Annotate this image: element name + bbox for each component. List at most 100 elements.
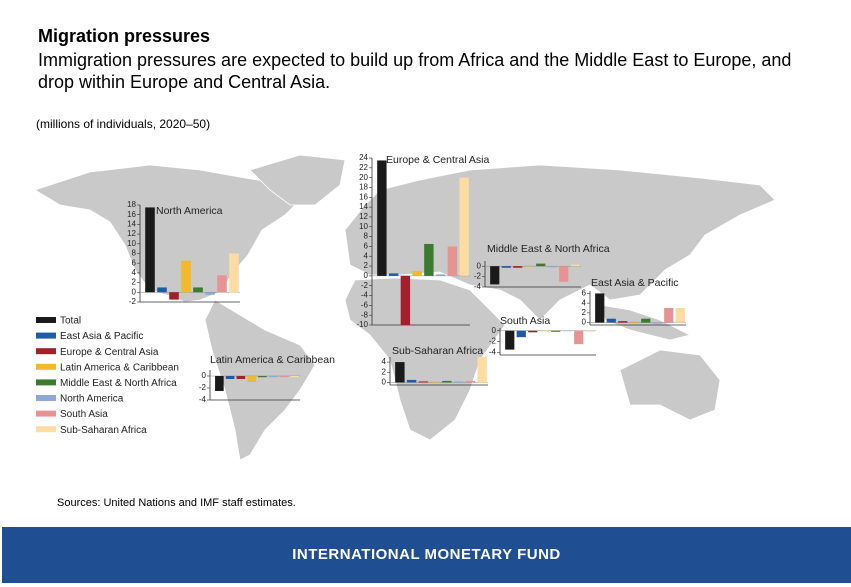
legend-label: Sub-Saharan Africa (60, 425, 147, 436)
bar (524, 265, 534, 267)
map-chart: Total East Asia & Pacific Europe & Central… (34, 153, 776, 461)
legend-label: South Asia (60, 409, 108, 420)
unit-note: (millions of individuals, 2020–50) (36, 117, 211, 131)
legend-swatch (36, 363, 56, 370)
bar (279, 376, 289, 378)
bar (145, 207, 155, 293)
bar (268, 376, 278, 378)
bar (258, 376, 267, 378)
bar (629, 321, 639, 323)
chart-title: South Asia (500, 315, 550, 327)
bar (539, 330, 549, 332)
y-tick-label: 14 (359, 202, 368, 211)
bar (606, 318, 616, 323)
bar (551, 330, 561, 332)
y-tick-label: 0 (382, 378, 387, 387)
y-tick-label: -8 (361, 310, 369, 319)
bar (641, 318, 651, 323)
y-tick-label: 8 (364, 232, 369, 241)
y-tick-label: -4 (474, 282, 482, 291)
bar (290, 376, 299, 378)
bar (205, 292, 215, 295)
legend-label: East Asia & Pacific (60, 331, 143, 342)
chart-title: North America (156, 205, 223, 217)
y-tick-label: 6 (364, 242, 369, 251)
chart-title: East Asia & Pacific (591, 277, 679, 289)
legend-swatch (36, 332, 56, 339)
y-tick-label: 0 (364, 271, 369, 280)
y-tick-label: 24 (359, 153, 368, 162)
legend-label: Middle East & North Africa (60, 378, 177, 389)
y-tick-label: 4 (132, 268, 137, 277)
bar (570, 264, 580, 267)
y-tick-label: 18 (127, 200, 136, 209)
y-tick-label: 8 (132, 249, 137, 258)
bar (406, 379, 417, 383)
bar (435, 274, 446, 276)
y-tick-label: 6 (582, 289, 587, 298)
y-tick-label: 2 (364, 261, 369, 270)
y-tick-label: -4 (199, 395, 207, 404)
legend-swatch (36, 426, 56, 433)
legend-swatch (36, 410, 56, 417)
bar (193, 287, 203, 293)
source-note: Sources: United Nations and IMF staff es… (57, 497, 296, 509)
bar (447, 246, 458, 276)
legend-swatch (36, 348, 56, 355)
bar (595, 293, 605, 323)
y-tick-label: -4 (489, 347, 497, 356)
bar (501, 266, 511, 268)
y-tick-label: 0 (492, 326, 497, 335)
y-tick-label: 22 (359, 163, 368, 172)
footer-text: INTERNATIONAL MONETARY FUND (292, 546, 561, 563)
bar (562, 330, 572, 332)
y-tick-label: 10 (359, 222, 368, 231)
bar (236, 376, 246, 379)
bar (217, 275, 227, 293)
legend-swatch (36, 395, 56, 401)
chart-backdrop (390, 357, 488, 385)
bar (664, 308, 674, 323)
y-tick-label: 4 (382, 357, 387, 366)
legend-label: Latin America & Caribbean (60, 362, 179, 373)
y-tick-label: 0 (582, 318, 587, 327)
y-tick-label: 16 (127, 210, 136, 219)
y-tick-label: 12 (127, 229, 136, 238)
bar (400, 275, 411, 325)
y-tick-label: 2 (382, 367, 387, 376)
bar (388, 273, 399, 276)
bar (618, 321, 628, 323)
chart-title: Middle East & North Africa (487, 243, 610, 255)
legend-label: Europe & Central Asia (60, 347, 159, 358)
y-tick-label: 20 (359, 173, 368, 182)
legend-swatch (36, 317, 56, 323)
y-tick-label: -2 (199, 383, 207, 392)
bar (465, 380, 476, 383)
bar (247, 376, 256, 382)
bar (157, 287, 167, 293)
y-tick-label: -4 (361, 291, 369, 300)
legend-label: Total (60, 316, 81, 327)
bar (169, 292, 179, 300)
bar (477, 357, 487, 383)
bar (395, 362, 405, 383)
y-tick-label: -2 (361, 281, 369, 290)
bar (453, 381, 464, 383)
chart-title: Sub-Saharan Africa (392, 345, 483, 357)
bar (225, 376, 235, 379)
y-tick-label: 2 (132, 278, 137, 287)
chart-title: Latin America & Caribbean (210, 354, 335, 366)
chart-backdrop (372, 158, 470, 325)
bar (430, 381, 440, 383)
y-tick-label: 4 (364, 251, 369, 260)
bar (377, 160, 387, 276)
y-tick-label: 12 (359, 212, 368, 221)
y-tick-label: -10 (356, 320, 368, 329)
legend-label: North America (60, 394, 124, 405)
bar (229, 253, 239, 293)
y-tick-label: 14 (127, 220, 136, 229)
bar (505, 330, 515, 350)
bar (574, 330, 584, 345)
subtitle: Immigration pressures are expected to bu… (38, 50, 792, 92)
